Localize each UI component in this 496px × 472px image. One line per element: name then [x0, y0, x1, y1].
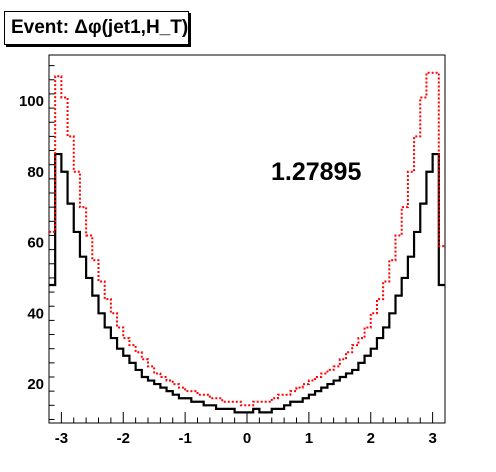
x-tick-label: -2: [117, 430, 130, 447]
x-tick-label: -3: [55, 430, 68, 447]
x-tick-label: 0: [243, 430, 251, 447]
histogram-series-2: [49, 71, 445, 407]
x-tick-label: 2: [367, 430, 375, 447]
y-tick-label: 40: [27, 305, 44, 322]
y-tick-label: 20: [27, 376, 44, 393]
y-tick-label: 100: [19, 93, 44, 110]
axis-layer: -3 -2 -1 0 1 2 3 20 40 60 80 100: [19, 65, 446, 447]
y-tick-label: 60: [27, 235, 44, 252]
chart-title: Event: Δφ(jet1,H_T): [4, 11, 189, 45]
plot-frame: [48, 54, 446, 424]
x-tick-label: 3: [428, 430, 436, 447]
x-tick-label: -1: [178, 430, 191, 447]
y-tick-label: 80: [27, 164, 44, 181]
plot-annotation: 1.27895: [271, 158, 361, 186]
x-tick-label: 1: [305, 430, 313, 447]
histogram-series-1: [49, 152, 445, 414]
series-layer: [49, 71, 445, 414]
